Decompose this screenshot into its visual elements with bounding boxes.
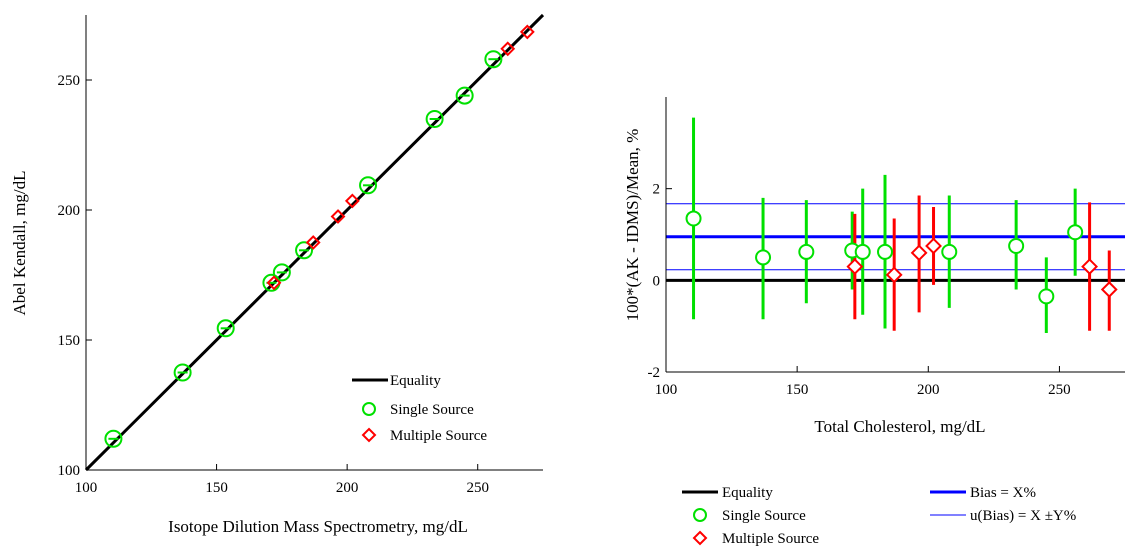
single-source-point	[173, 363, 192, 382]
x-tick-label: 200	[917, 382, 940, 398]
multiple-source-point	[1081, 258, 1099, 275]
multiple-source-point	[885, 266, 903, 284]
x-tick-label: 150	[786, 382, 809, 398]
y-tick-label: 2	[653, 182, 661, 198]
y-tick-label: 150	[58, 333, 81, 349]
x-tick-label: 100	[75, 480, 98, 496]
single-source-point	[1038, 288, 1055, 305]
left-plot-marks	[84, 13, 545, 472]
legend-bias-label: Bias = X%	[970, 485, 1036, 501]
right-ticks: 100 150 200 250 -2 0 2	[648, 182, 1071, 398]
x-tick-label: 150	[205, 480, 228, 496]
legend-single-source-label: Single Source	[390, 402, 474, 418]
multiple-source-point	[344, 193, 360, 209]
multiple-source-point	[266, 275, 282, 291]
single-source-point	[877, 243, 894, 260]
left-legend: Equality Single Source Multiple Source	[352, 373, 487, 444]
legend-single-source-label: Single Source	[722, 508, 806, 524]
legend-single-source-marker	[362, 402, 376, 416]
single-source-point	[104, 429, 123, 448]
multiple-source-point	[500, 41, 516, 57]
y-tick-label: 200	[58, 203, 81, 219]
y-tick-label: 100	[58, 463, 81, 479]
y-tick-label: 0	[653, 273, 661, 289]
y-tick-label: 250	[58, 73, 81, 89]
multiple-source-point	[846, 258, 864, 275]
x-tick-label: 250	[466, 480, 489, 496]
single-source-point	[455, 86, 474, 105]
legend-multiple-source-marker	[361, 427, 377, 443]
single-source-point	[798, 243, 815, 260]
single-source-point	[484, 50, 503, 69]
equality-line	[84, 13, 545, 472]
legend-ubias-label: u(Bias) = X ±Y%	[970, 508, 1076, 524]
legend-multiple-source-marker	[692, 530, 708, 546]
multiple-source-point	[910, 244, 928, 262]
single-source-point	[1067, 224, 1084, 241]
multiple-source-point	[1100, 281, 1118, 298]
multiple-source-point	[925, 237, 942, 255]
multiple-source-point	[330, 209, 346, 224]
right-y-axis-label: 100*(AK - IDMS)/Mean, %	[623, 129, 642, 322]
multiple-source-point	[305, 235, 321, 250]
right-legend: Equality Single Source Multiple Source B…	[682, 485, 1076, 547]
left-y-axis-label: Abel Kendall, mg/dL	[10, 171, 29, 316]
legend-single-source-marker	[693, 508, 707, 522]
x-tick-label: 250	[1048, 382, 1071, 398]
single-source-point	[272, 263, 291, 282]
multiple-source-point	[519, 24, 535, 40]
legend-equality-label: Equality	[722, 485, 773, 501]
single-source-point	[854, 243, 871, 260]
left-x-axis-label: Isotope Dilution Mass Spectrometry, mg/d…	[168, 517, 468, 536]
single-source-point	[685, 210, 702, 227]
single-source-point	[941, 243, 958, 260]
right-x-axis-label: Total Cholesterol, mg/dL	[814, 417, 985, 436]
legend-multiple-source-label: Multiple Source	[722, 531, 819, 547]
single-source-point	[425, 110, 444, 128]
y-tick-label: -2	[648, 365, 661, 381]
single-source-point	[216, 319, 235, 338]
single-source-point	[755, 249, 772, 266]
single-source-point	[1008, 237, 1025, 254]
legend-multiple-source-label: Multiple Source	[390, 428, 487, 444]
x-tick-label: 200	[336, 480, 359, 496]
x-tick-label: 100	[655, 382, 678, 398]
single-source-point	[295, 241, 314, 260]
right-chart: 100 150 200 250 -2 0 2 Total Cholesterol, mg/d…	[623, 97, 1125, 547]
legend-equality-label: Equality	[390, 373, 441, 389]
single-source-point	[359, 176, 378, 195]
right-plot-marks	[666, 117, 1125, 334]
